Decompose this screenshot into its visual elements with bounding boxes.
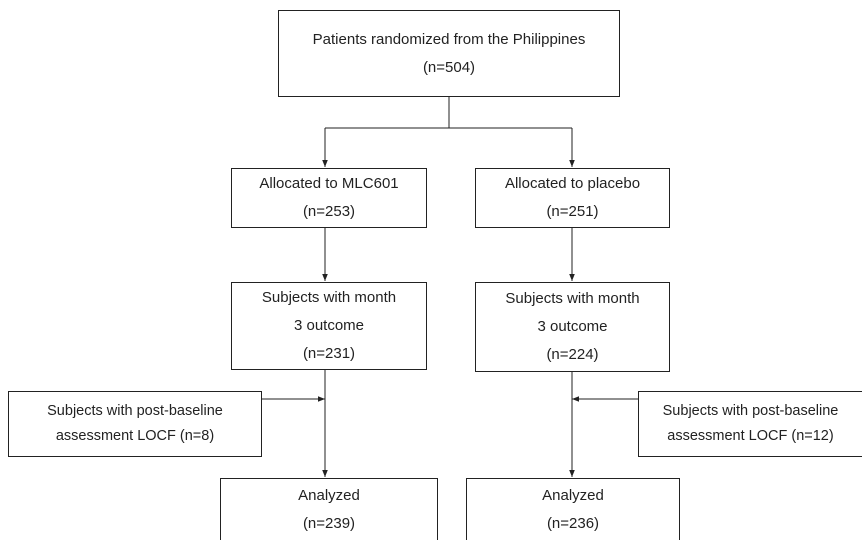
locf-mlc601-box: Subjects with post-baseline assessment L… — [8, 391, 262, 457]
analyzed-placebo-box: Analyzed (n=236) — [466, 478, 680, 540]
box-text: Subjects with post-baseline — [662, 403, 839, 419]
box-text: (n=239) — [302, 515, 356, 532]
outcome-placebo-box: Subjects with month 3 outcome (n=224) — [475, 282, 670, 372]
box-text: Allocated to placebo — [504, 175, 641, 192]
box-text: (n=224) — [546, 346, 599, 363]
box-text: (n=231) — [302, 345, 356, 362]
locf-placebo-box: Subjects with post-baseline assessment L… — [638, 391, 862, 457]
box-text: assessment LOCF (n=12) — [667, 428, 834, 444]
box-text: (n=236) — [546, 515, 600, 532]
analyzed-mlc601-box: Analyzed (n=239) — [220, 478, 438, 540]
allocated-mlc601-box: Allocated to MLC601 (n=253) — [231, 168, 427, 228]
box-text: Subjects with month — [261, 289, 397, 306]
box-text: Patients randomized from the Philippines — [312, 30, 586, 48]
box-text: (n=251) — [546, 203, 599, 220]
box-text: (n=253) — [302, 203, 356, 220]
box-text: Analyzed — [298, 487, 360, 504]
box-text: Analyzed — [542, 487, 604, 504]
box-text: assessment LOCF (n=8) — [55, 428, 215, 444]
box-text: 3 outcome — [293, 317, 365, 334]
box-text: Allocated to MLC601 — [259, 175, 399, 192]
box-text: (n=504) — [422, 58, 476, 76]
outcome-mlc601-box: Subjects with month 3 outcome (n=231) — [231, 282, 427, 370]
box-text: Subjects with month — [505, 290, 640, 307]
randomized-box: Patients randomized from the Philippines… — [278, 10, 620, 97]
allocated-placebo-box: Allocated to placebo (n=251) — [475, 168, 670, 228]
box-text: 3 outcome — [537, 318, 608, 335]
box-text: Subjects with post-baseline — [47, 403, 223, 419]
